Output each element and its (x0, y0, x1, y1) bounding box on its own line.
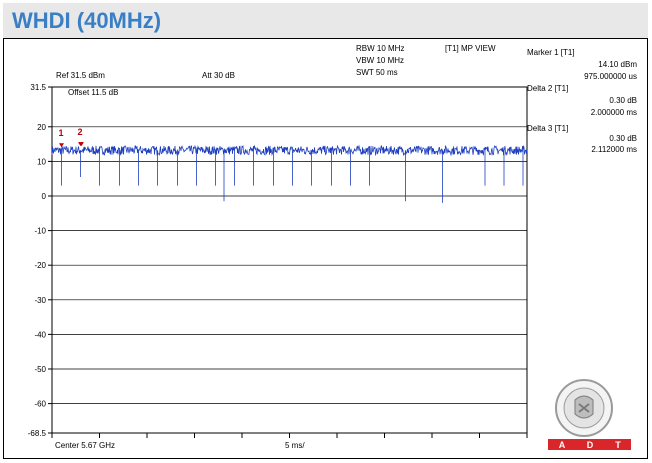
y-tick-label: 20 (37, 123, 46, 132)
trace-mode-text: [T1] MP VIEW (445, 44, 496, 53)
y-tick-label: -40 (34, 330, 46, 339)
marker-2-value: 0.30 dB (609, 96, 637, 105)
y-tick-label: -50 (34, 365, 46, 374)
plot-border (51, 86, 528, 434)
marker-3-value: 0.30 dB (609, 134, 637, 143)
y-tick-label: -68.5 (28, 429, 47, 438)
adt-brand-bar: A D T (548, 439, 631, 450)
y-tick-label: 10 (37, 157, 46, 166)
marker-2-label: Delta 2 [T1] (527, 84, 568, 93)
marker-1-label: Marker 1 [T1] (527, 48, 575, 57)
page-title: WHDI (40MHz) (12, 8, 162, 33)
adt-letter-a: A (559, 440, 566, 450)
rbw-text: RBW 10 MHz (356, 44, 404, 53)
marker-1-point (59, 143, 64, 148)
y-tick-label: -30 (34, 296, 46, 305)
ref-level-text: Ref 31.5 dBm (56, 71, 105, 80)
marker-panel: Marker 1 [T1] 14.10 dBm 975.000000 us De… (527, 48, 637, 154)
vbw-text: VBW 10 MHz (356, 56, 404, 65)
marker-1-time: 975.000000 us (584, 72, 637, 81)
bureau-veritas-seal-icon (555, 379, 613, 437)
center-frequency-text: Center 5.67 GHz (55, 441, 115, 450)
offset-text: Offset 11.5 dB (68, 88, 118, 97)
marker-3-time: 2.112000 ms (591, 145, 637, 154)
plot-area: 31.5 20 10 0 -10 -20 -30 -40 -50 -60 -68.5 1 2 (28, 83, 528, 438)
y-tick-label: -10 (34, 227, 46, 236)
time-division-text: 5 ms/ (285, 441, 305, 450)
marker-3-point (78, 142, 84, 147)
marker-1-label: 1 (59, 128, 64, 138)
y-tick-label: 31.5 (30, 83, 46, 92)
marker-2-label: 2 (78, 127, 83, 137)
marker-1-value: 14.10 dBm (598, 60, 637, 69)
chart-frame (3, 3, 648, 459)
trace-line (51, 144, 528, 203)
marker-2-time: 2.000000 ms (591, 108, 637, 117)
y-tick-label: -60 (34, 400, 46, 409)
marker-3-label: Delta 3 [T1] (527, 124, 568, 133)
adt-letter-t: T (615, 440, 621, 450)
y-tick-label: -20 (34, 261, 46, 270)
y-tick-label: 0 (42, 192, 47, 201)
title-bar: WHDI (40MHz) (3, 3, 648, 39)
adt-letter-d: D (587, 440, 594, 450)
attenuation-text: Att 30 dB (202, 71, 235, 80)
swt-text: SWT 50 ms (356, 68, 398, 77)
